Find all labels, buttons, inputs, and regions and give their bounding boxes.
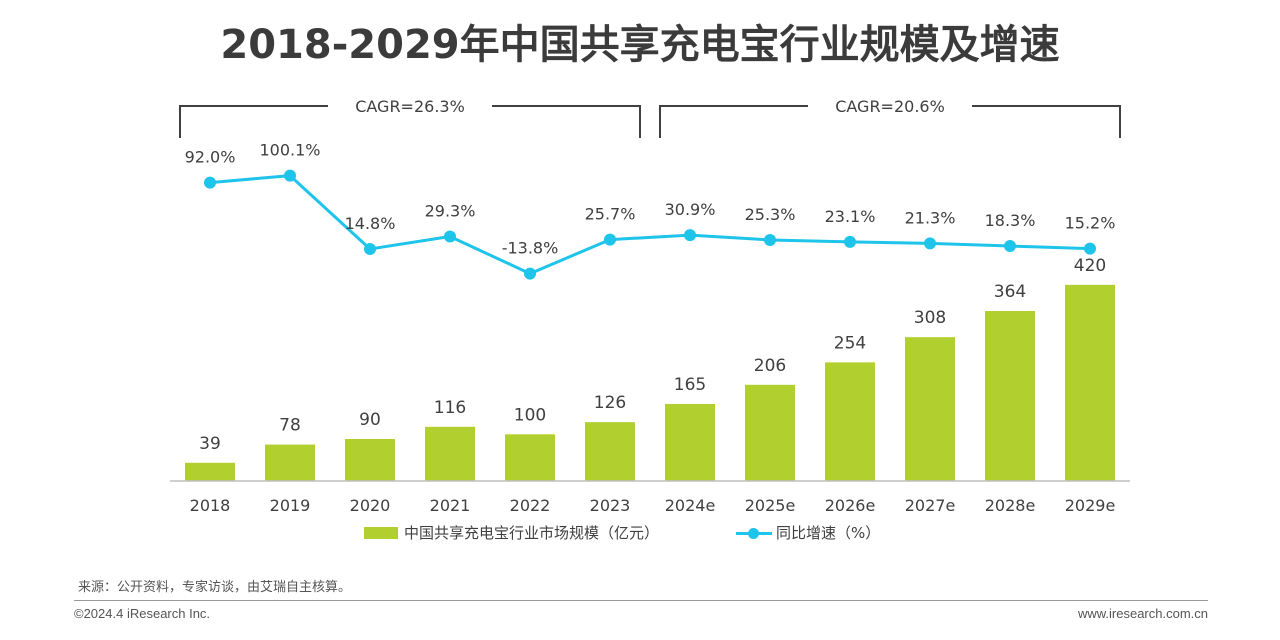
bar-value-label: 254 [834, 333, 866, 353]
x-tick-label: 2020 [350, 496, 391, 515]
chart-title: 2018-2029年中国共享充电宝行业规模及增速 [220, 22, 1060, 68]
bar-value-label: 90 [359, 410, 381, 430]
x-tick-label: 2026e [825, 496, 876, 515]
growth-value-label: 21.3% [905, 208, 956, 227]
growth-point [604, 233, 616, 246]
growth-point [444, 230, 456, 243]
growth-point [844, 235, 856, 248]
growth-value-label: 18.3% [985, 211, 1036, 230]
x-axis: 2018 2019 2020 2021 2022 2023 2024e 2025e 2026e 2… [170, 480, 1130, 515]
bar-value-label: 126 [594, 393, 626, 413]
x-tick-label: 2024e [665, 496, 716, 515]
growth-point [524, 267, 536, 280]
bar [265, 444, 315, 481]
cagr-bracket [179, 105, 641, 138]
x-tick-label: 2025e [745, 496, 796, 515]
bar [905, 337, 955, 481]
growth-point [764, 233, 776, 246]
bar [825, 362, 875, 481]
legend-bar-label: 中国共享充电宝行业市场规模（亿元） [404, 524, 660, 542]
x-tick-label: 2022 [510, 496, 551, 515]
cagr-bracket [659, 105, 1121, 138]
legend-line-swatch [736, 526, 772, 540]
cagr-brackets: CAGR=26.3% CAGR=20.6% [179, 97, 1121, 138]
bar-value-label: 308 [914, 308, 946, 328]
growth-point [924, 237, 936, 250]
growth-value-label: -13.8% [502, 239, 559, 258]
growth-point [1084, 242, 1096, 255]
growth-point [1004, 239, 1016, 252]
cagr-label: CAGR=20.6% [835, 97, 945, 116]
bar [665, 403, 715, 481]
bar-value-label: 116 [434, 398, 466, 418]
growth-value-label: 14.8% [345, 214, 396, 233]
bar-value-label: 165 [674, 375, 706, 395]
growth-point [364, 243, 376, 255]
bar [185, 462, 235, 481]
growth-line-series: 92.0% 100.1% 14.8% 29.3% -13.8% 25.7% 30.9% 25.… [185, 141, 1116, 280]
growth-value-label: 30.9% [665, 200, 716, 219]
x-tick-label: 2021 [430, 496, 471, 515]
website-link[interactable]: www.iresearch.com.cn [1077, 606, 1208, 621]
growth-point [684, 229, 696, 242]
bar-value-label: 420 [1074, 256, 1106, 276]
bar [425, 426, 475, 481]
x-tick-label: 2023 [590, 496, 631, 515]
legend-line-label: 同比增速（%） [776, 524, 881, 542]
bar [745, 384, 795, 481]
bar-value-label: 78 [279, 416, 301, 436]
x-tick-label: 2027e [905, 496, 956, 515]
growth-value-label: 25.7% [585, 205, 636, 224]
chart-canvas: CAGR=26.3% CAGR=20.6% 39 78 90 116 100 126 165 2… [170, 97, 1130, 515]
growth-point [284, 169, 296, 182]
growth-value-label: 15.2% [1065, 214, 1116, 233]
bar [505, 434, 555, 481]
copyright: ©2024.4 iResearch Inc. [74, 606, 211, 621]
growth-line [209, 174, 1091, 276]
x-tick-label: 2019 [270, 496, 311, 515]
growth-value-label: 29.3% [425, 202, 476, 221]
x-tick-label: 2028e [985, 496, 1036, 515]
growth-value-label: 25.3% [745, 205, 796, 224]
growth-value-label: 23.1% [825, 207, 876, 226]
bar-series: 39 78 90 116 100 126 165 206 254 308 364 420 [185, 256, 1115, 481]
growth-point [204, 176, 216, 189]
bar-value-label: 206 [754, 356, 786, 376]
growth-value-label: 100.1% [259, 141, 320, 160]
bar-value-label: 364 [994, 282, 1026, 302]
bar [585, 422, 635, 481]
cagr-label: CAGR=26.3% [355, 97, 465, 116]
source-note: 来源：公开资料，专家访谈，由艾瑞自主核算。 [78, 580, 352, 595]
legend-item-line: 同比增速（%） [736, 522, 880, 543]
footer-divider [74, 600, 1208, 601]
legend-bar-swatch [364, 526, 398, 539]
bar-value-label: 100 [514, 405, 546, 425]
legend-item-bar: 中国共享充电宝行业市场规模（亿元） [364, 522, 659, 543]
x-tick-label: 2018 [190, 496, 231, 515]
legend: 中国共享充电宝行业市场规模（亿元） 同比增速（%） [0, 522, 1280, 546]
bar [985, 311, 1035, 481]
growth-value-label: 92.0% [185, 148, 236, 167]
bar [345, 438, 395, 481]
bar-value-label: 39 [199, 434, 221, 454]
x-tick-label: 2029e [1065, 496, 1116, 515]
bar [1065, 284, 1115, 481]
